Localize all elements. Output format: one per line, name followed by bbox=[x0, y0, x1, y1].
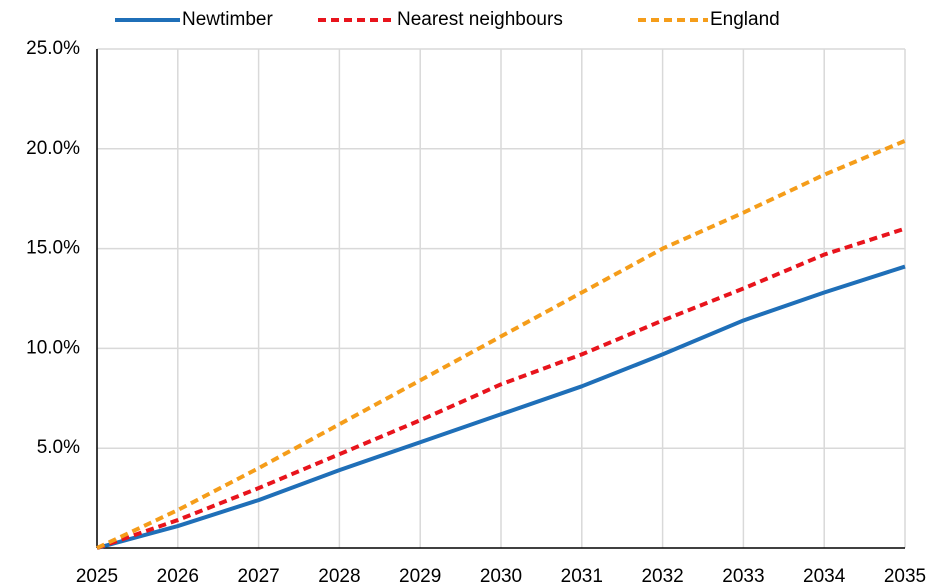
series-line bbox=[96, 138, 906, 550]
legend-label: Nearest neighbours bbox=[397, 9, 563, 30]
x-tick-label: 2035 bbox=[884, 566, 926, 587]
y-tick-label: 25.0% bbox=[26, 38, 80, 59]
x-tick-label: 2025 bbox=[76, 566, 118, 587]
series-line bbox=[96, 264, 906, 550]
y-tick-label: 5.0% bbox=[37, 437, 80, 458]
series-line bbox=[96, 226, 906, 550]
x-tick-label: 2028 bbox=[318, 566, 360, 587]
legend-label: Newtimber bbox=[182, 9, 273, 30]
y-tick-label: 20.0% bbox=[26, 138, 80, 159]
x-tick-label: 2034 bbox=[803, 566, 846, 587]
y-tick-label: 15.0% bbox=[26, 238, 80, 259]
legend-label: England bbox=[710, 9, 780, 30]
y-tick-label: 10.0% bbox=[26, 337, 80, 358]
x-tick-label: 2026 bbox=[157, 566, 199, 587]
x-tick-label: 2033 bbox=[722, 566, 764, 587]
x-tick-label: 2029 bbox=[399, 566, 441, 587]
x-tick-label: 2030 bbox=[480, 566, 522, 587]
x-tick-label: 2027 bbox=[237, 566, 279, 587]
x-tick-label: 2031 bbox=[561, 566, 603, 587]
x-tick-label: 2032 bbox=[641, 566, 683, 587]
